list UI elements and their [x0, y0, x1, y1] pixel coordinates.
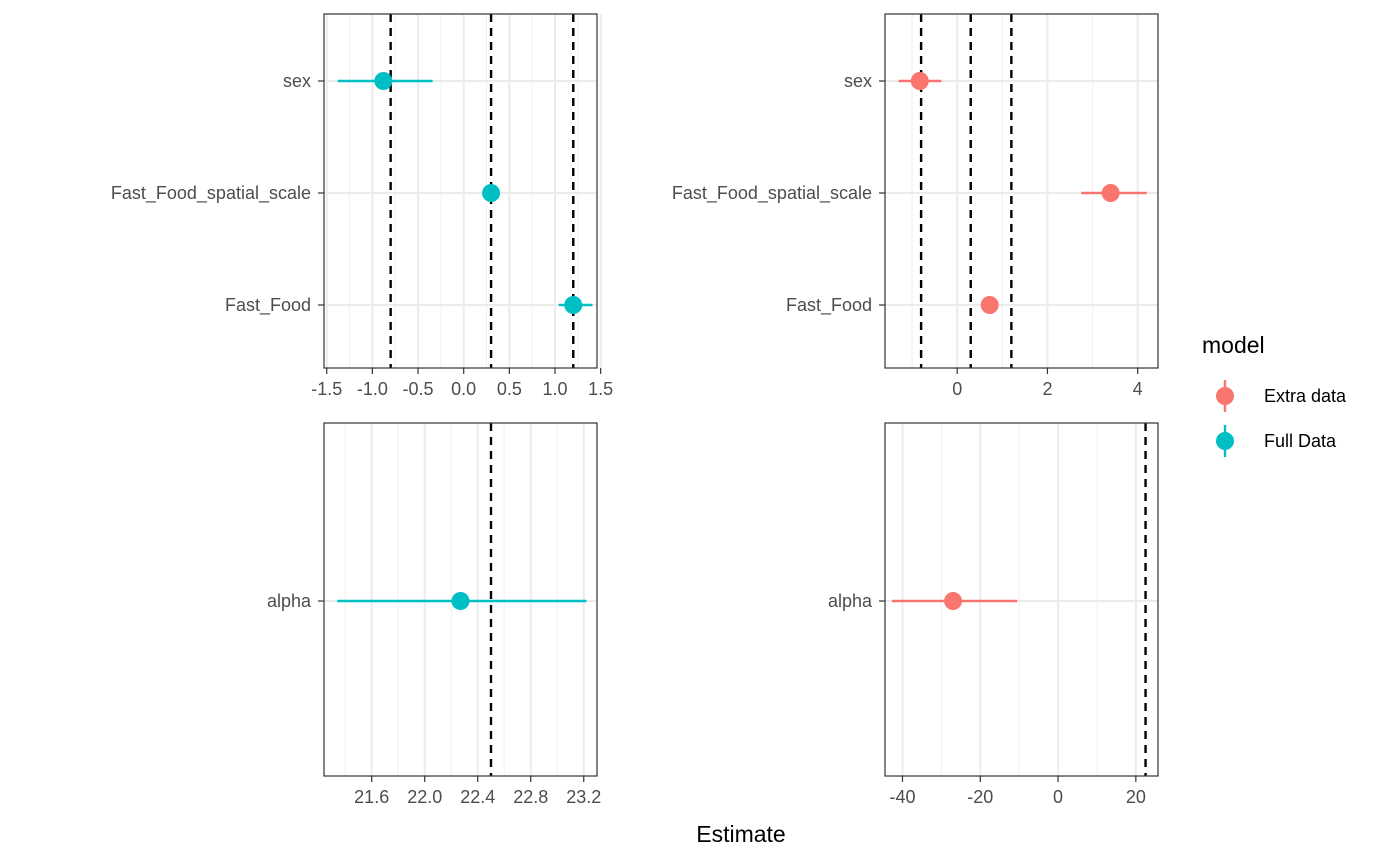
y-tick-label: Fast_Food [225, 295, 311, 316]
panel-4: alpha -40 -20 0 20 [828, 422, 1159, 807]
panel-3: alpha 21.6 22.0 22.4 22.8 23.2 [267, 422, 601, 807]
x-tick-label: 22.0 [407, 787, 442, 807]
x-tick-label: -40 [889, 787, 915, 807]
point-sex [374, 72, 393, 90]
x-tick-label: 0.0 [451, 379, 476, 399]
point-Fast_Food [564, 296, 583, 314]
legend-key-2 [1216, 425, 1234, 457]
panel-2: sex Fast_Food_spatial_scale Fast_Food 0 2 4 [672, 13, 1159, 399]
panel-background [324, 14, 597, 368]
y-tick-label: alpha [828, 591, 873, 611]
point-alpha [451, 592, 470, 610]
legend-key-point [1216, 387, 1234, 405]
panel-border [884, 13, 1159, 369]
x-tick-label: 2 [1042, 379, 1052, 399]
point-Fast_Food_spatial_scale [1101, 184, 1120, 202]
x-tick-label: -1.5 [311, 379, 342, 399]
panels-group: sexFast_Food_spatial_scaleFast_Food-1.5-… [111, 13, 1159, 807]
y-tick-label: Fast_Food_spatial_scale [672, 183, 872, 204]
x-tick-label: 22.8 [513, 787, 548, 807]
legend-title: model [1202, 332, 1265, 358]
x-tick-label: -0.5 [403, 379, 434, 399]
x-tick-label: 21.6 [354, 787, 389, 807]
x-axis-title: Estimate [696, 821, 785, 847]
x-tick-label: 0.5 [497, 379, 522, 399]
legend: model Extra data Full Data [1202, 332, 1347, 457]
point-Fast_Food [980, 296, 999, 314]
point-Fast_Food_spatial_scale [482, 184, 501, 202]
y-tick-label: sex [283, 71, 311, 91]
legend-key-1 [1216, 380, 1234, 412]
x-tick-label: 1.5 [588, 379, 613, 399]
x-tick-label: 0 [952, 379, 962, 399]
y-tick-label: Fast_Food_spatial_scale [111, 183, 311, 204]
legend-key-point [1216, 432, 1234, 450]
panel-border [884, 422, 1159, 777]
legend-label: Extra data [1264, 386, 1347, 406]
point-sex [910, 72, 929, 90]
panel-background [885, 423, 1158, 776]
point-alpha [944, 592, 963, 610]
x-tick-label: -20 [967, 787, 993, 807]
x-tick-label: 0 [1053, 787, 1063, 807]
y-tick-label: alpha [267, 591, 312, 611]
x-tick-label: 4 [1133, 379, 1143, 399]
x-tick-label: 22.4 [460, 787, 495, 807]
x-tick-label: 1.0 [542, 379, 567, 399]
x-tick-label: 20 [1126, 787, 1146, 807]
panel-border [323, 13, 598, 369]
legend-label: Full Data [1264, 431, 1337, 451]
y-tick-label: sex [844, 71, 872, 91]
panel-border [323, 422, 598, 777]
x-tick-label: -1.0 [357, 379, 388, 399]
y-tick-label: Fast_Food [786, 295, 872, 316]
panel-1: sexFast_Food_spatial_scaleFast_Food-1.5-… [111, 13, 613, 399]
x-tick-label: 23.2 [566, 787, 601, 807]
